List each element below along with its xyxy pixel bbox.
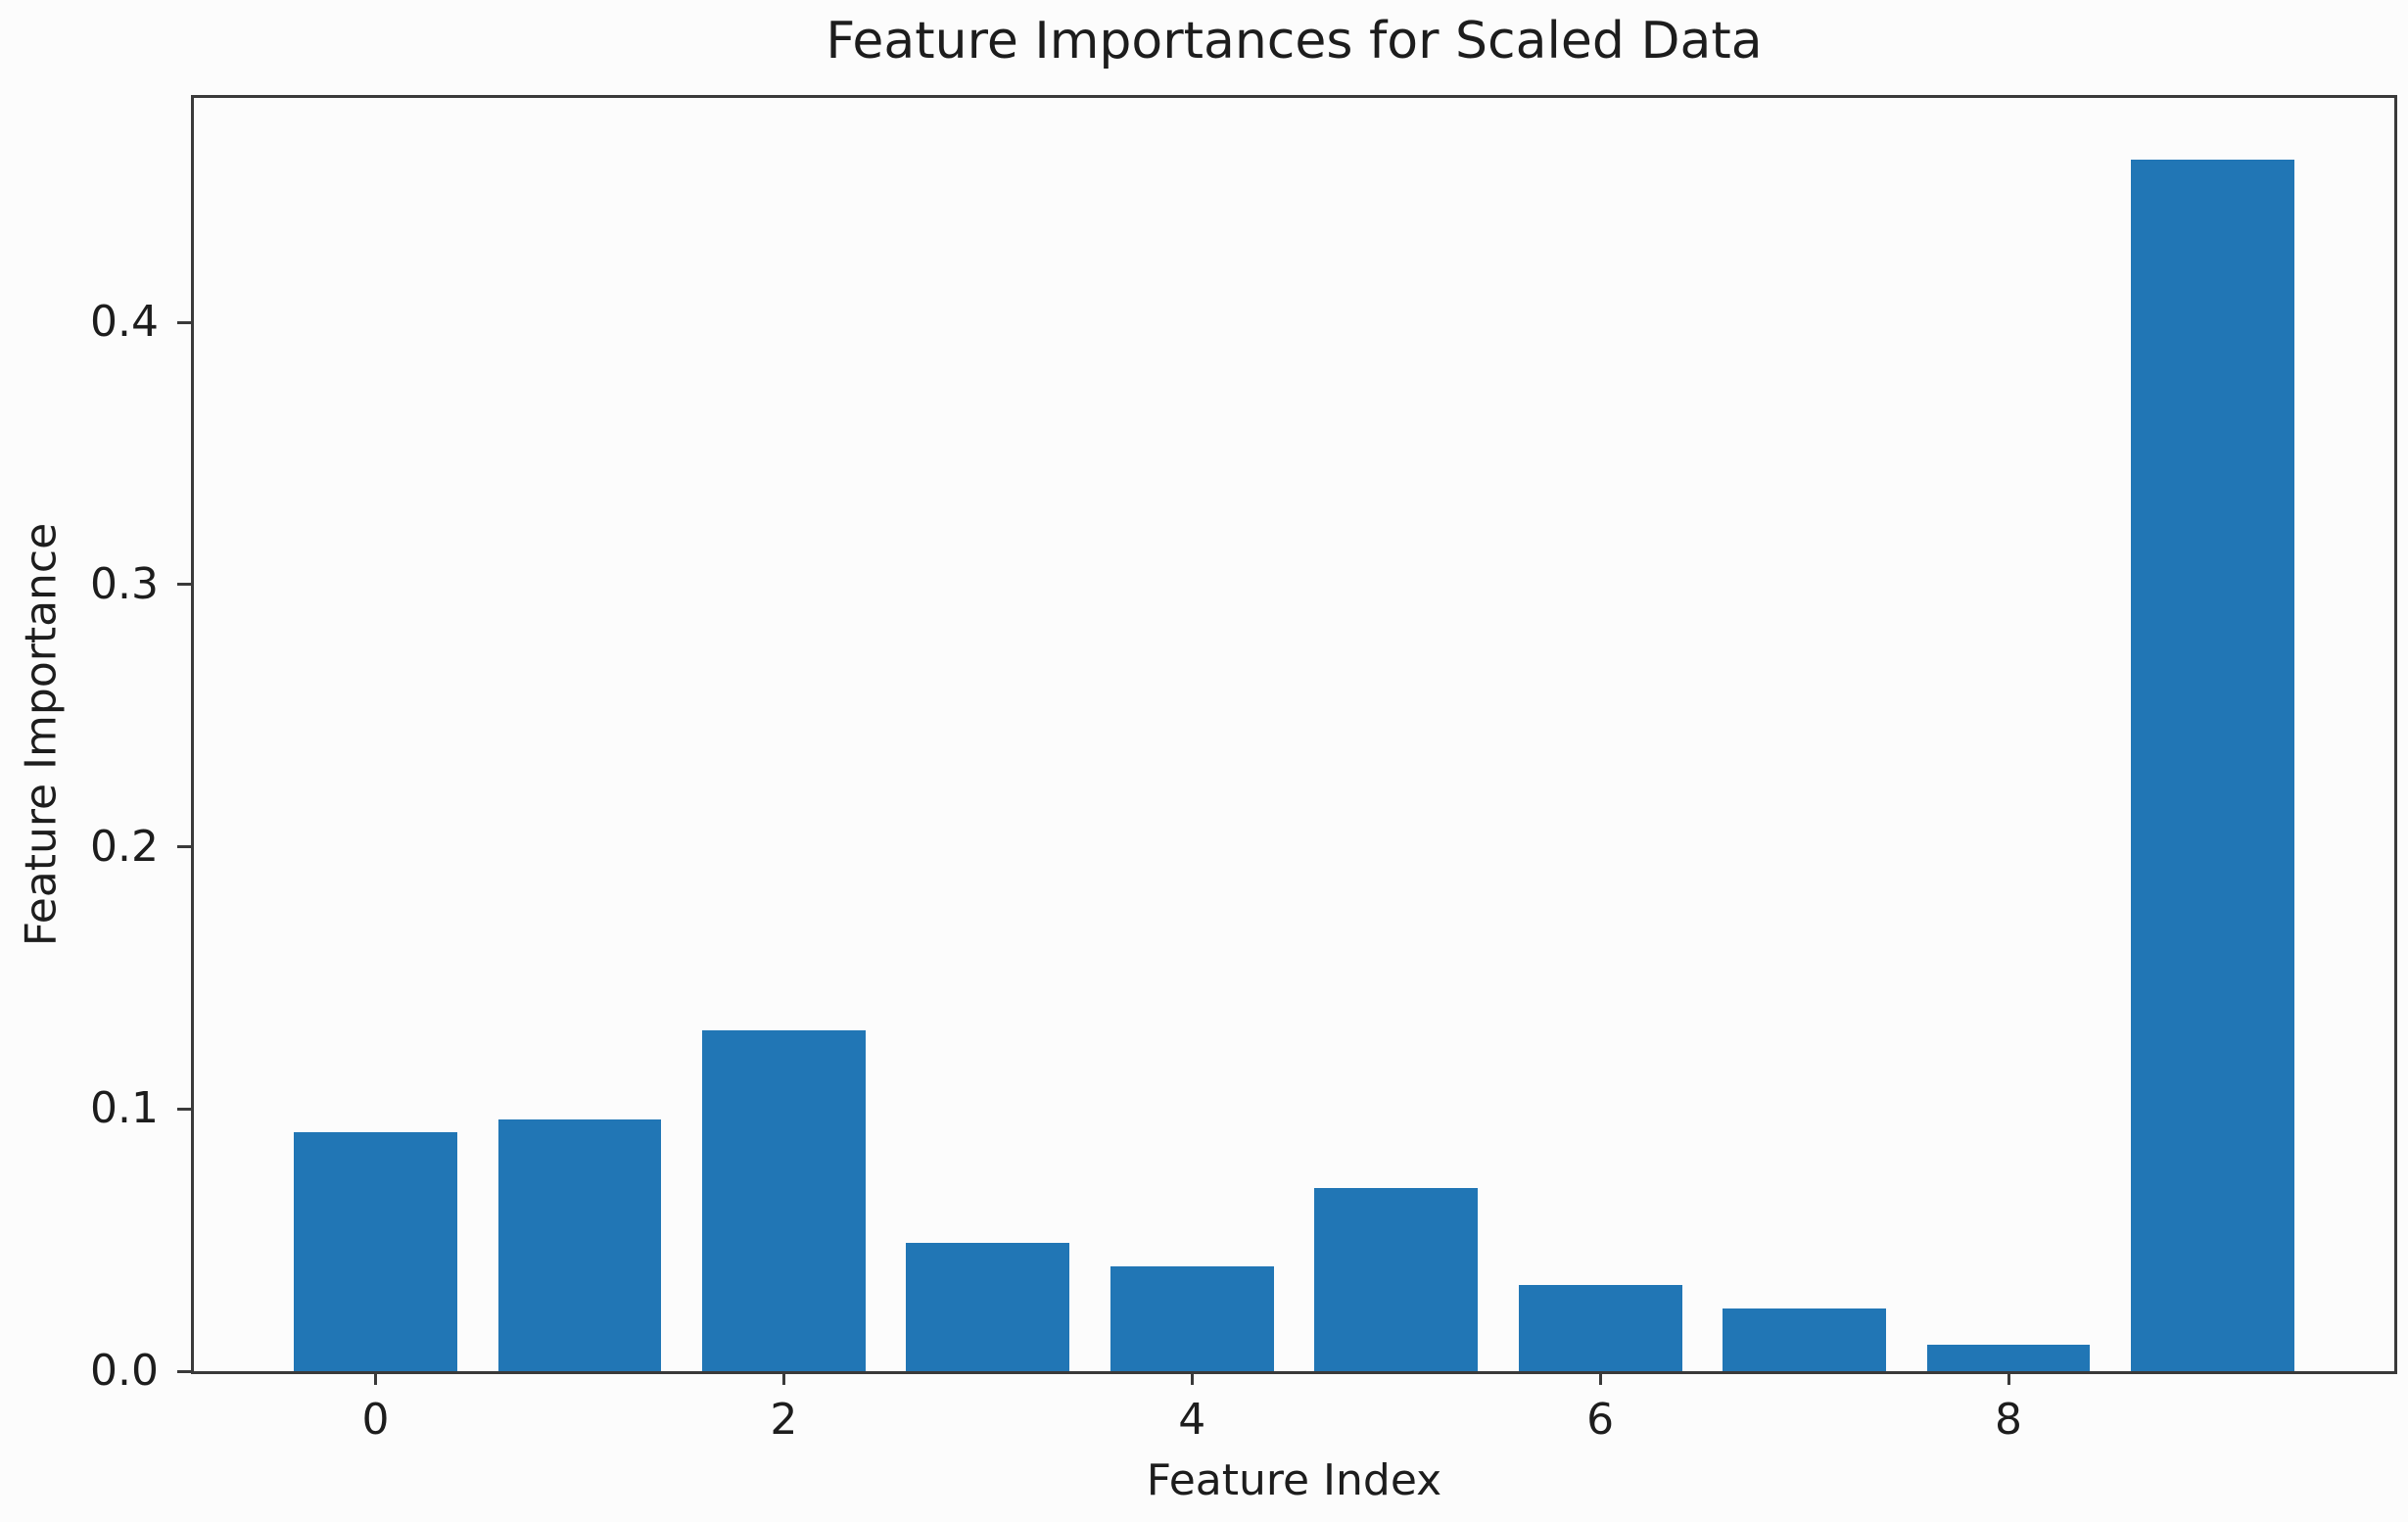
x-tick-label: 6 <box>1586 1395 1615 1445</box>
y-tick-mark <box>177 583 191 587</box>
bar-0 <box>294 1132 457 1371</box>
bar-1 <box>497 1119 662 1371</box>
bar-6 <box>1518 1284 1682 1371</box>
y-tick-label: 0.3 <box>90 558 159 609</box>
x-tick-mark <box>1190 1371 1194 1385</box>
chart-title: Feature Importances for Scaled Data <box>826 12 1763 71</box>
x-tick-label: 0 <box>361 1395 390 1445</box>
y-tick-label: 0.2 <box>90 821 159 872</box>
x-tick-label: 8 <box>1995 1395 2023 1445</box>
bar-7 <box>1723 1308 1886 1371</box>
y-tick-mark <box>177 1369 191 1373</box>
x-tick-mark <box>781 1371 785 1385</box>
plot-area: 0 2 4 6 8 0.0 0.1 0.2 0.3 0.4 <box>90 95 2397 1445</box>
y-tick-label: 0.1 <box>90 1083 159 1134</box>
y-tick-label: 0.0 <box>90 1346 159 1396</box>
y-tick-mark <box>177 320 191 324</box>
bar-8 <box>1926 1345 2091 1371</box>
x-tick-mark <box>1598 1371 1602 1385</box>
x-axis-label: Feature Index <box>1146 1455 1442 1505</box>
bar-4 <box>1110 1265 1274 1371</box>
bar-9 <box>2131 160 2294 1371</box>
bar-3 <box>906 1242 1070 1371</box>
x-tick-mark <box>2007 1371 2010 1385</box>
x-tick-label: 2 <box>770 1395 798 1445</box>
y-tick-mark <box>177 845 191 849</box>
x-tick-label: 4 <box>1178 1395 1206 1445</box>
x-tick-mark <box>374 1371 377 1385</box>
y-tick-mark <box>177 1107 191 1111</box>
y-tick-label: 0.4 <box>90 297 159 348</box>
bar-5 <box>1314 1187 1479 1371</box>
bar-2 <box>702 1029 866 1371</box>
